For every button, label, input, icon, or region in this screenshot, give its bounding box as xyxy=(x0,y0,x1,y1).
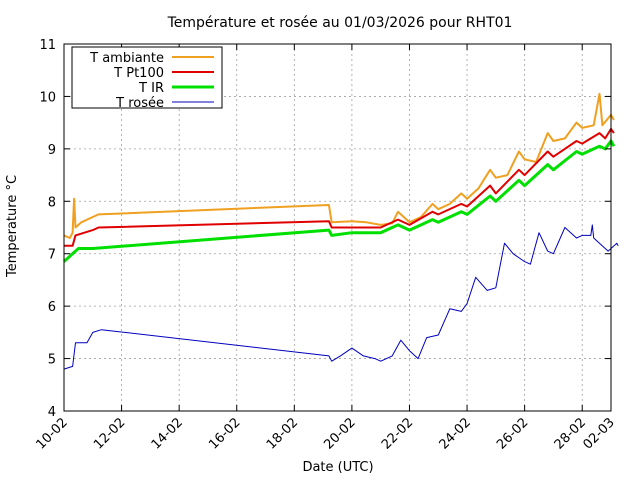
y-tick-label: 7 xyxy=(48,248,56,263)
y-tick-label: 9 xyxy=(48,143,56,158)
y-tick-label: 8 xyxy=(48,195,56,210)
y-tick-label: 11 xyxy=(39,38,56,53)
series-line-4 xyxy=(63,224,619,370)
x-tick-label: 28-02 xyxy=(552,415,589,452)
x-tick-label: 16-02 xyxy=(206,415,243,452)
x-axis-label: Date (UTC) xyxy=(302,460,373,475)
y-tick-label: 6 xyxy=(48,300,56,315)
legend-label: T Pt100 xyxy=(113,66,164,81)
x-tick-label: 12-02 xyxy=(91,415,128,452)
chart-title: Température et rosée au 01/03/2026 pour … xyxy=(167,15,513,31)
series-layer xyxy=(62,92,619,370)
x-tick-label: 22-02 xyxy=(379,415,416,452)
x-tick-label: 24-02 xyxy=(437,415,474,452)
x-tick-label: 26-02 xyxy=(494,415,531,452)
legend-label: T rosée xyxy=(115,96,164,111)
y-tick-label: 4 xyxy=(48,405,56,420)
series-line-1 xyxy=(63,92,615,239)
legend-label: T ambiante xyxy=(89,51,164,66)
grid xyxy=(64,44,611,411)
x-tick-label: 18-02 xyxy=(264,415,301,452)
series-line-3 xyxy=(62,139,616,263)
x-tick-label: 10-02 xyxy=(34,415,71,452)
x-tick-label: 20-02 xyxy=(321,415,358,452)
series-line-2 xyxy=(64,127,615,247)
legend-label: T IR xyxy=(138,81,164,96)
y-tick-label: 5 xyxy=(48,353,56,368)
x-tick-label: 14-02 xyxy=(149,415,186,452)
y-axis-label: Temperature °C xyxy=(5,175,20,278)
x-tick-label: 02-03 xyxy=(581,415,618,452)
plot-frame xyxy=(63,43,612,412)
y-tick-label: 10 xyxy=(39,90,56,105)
